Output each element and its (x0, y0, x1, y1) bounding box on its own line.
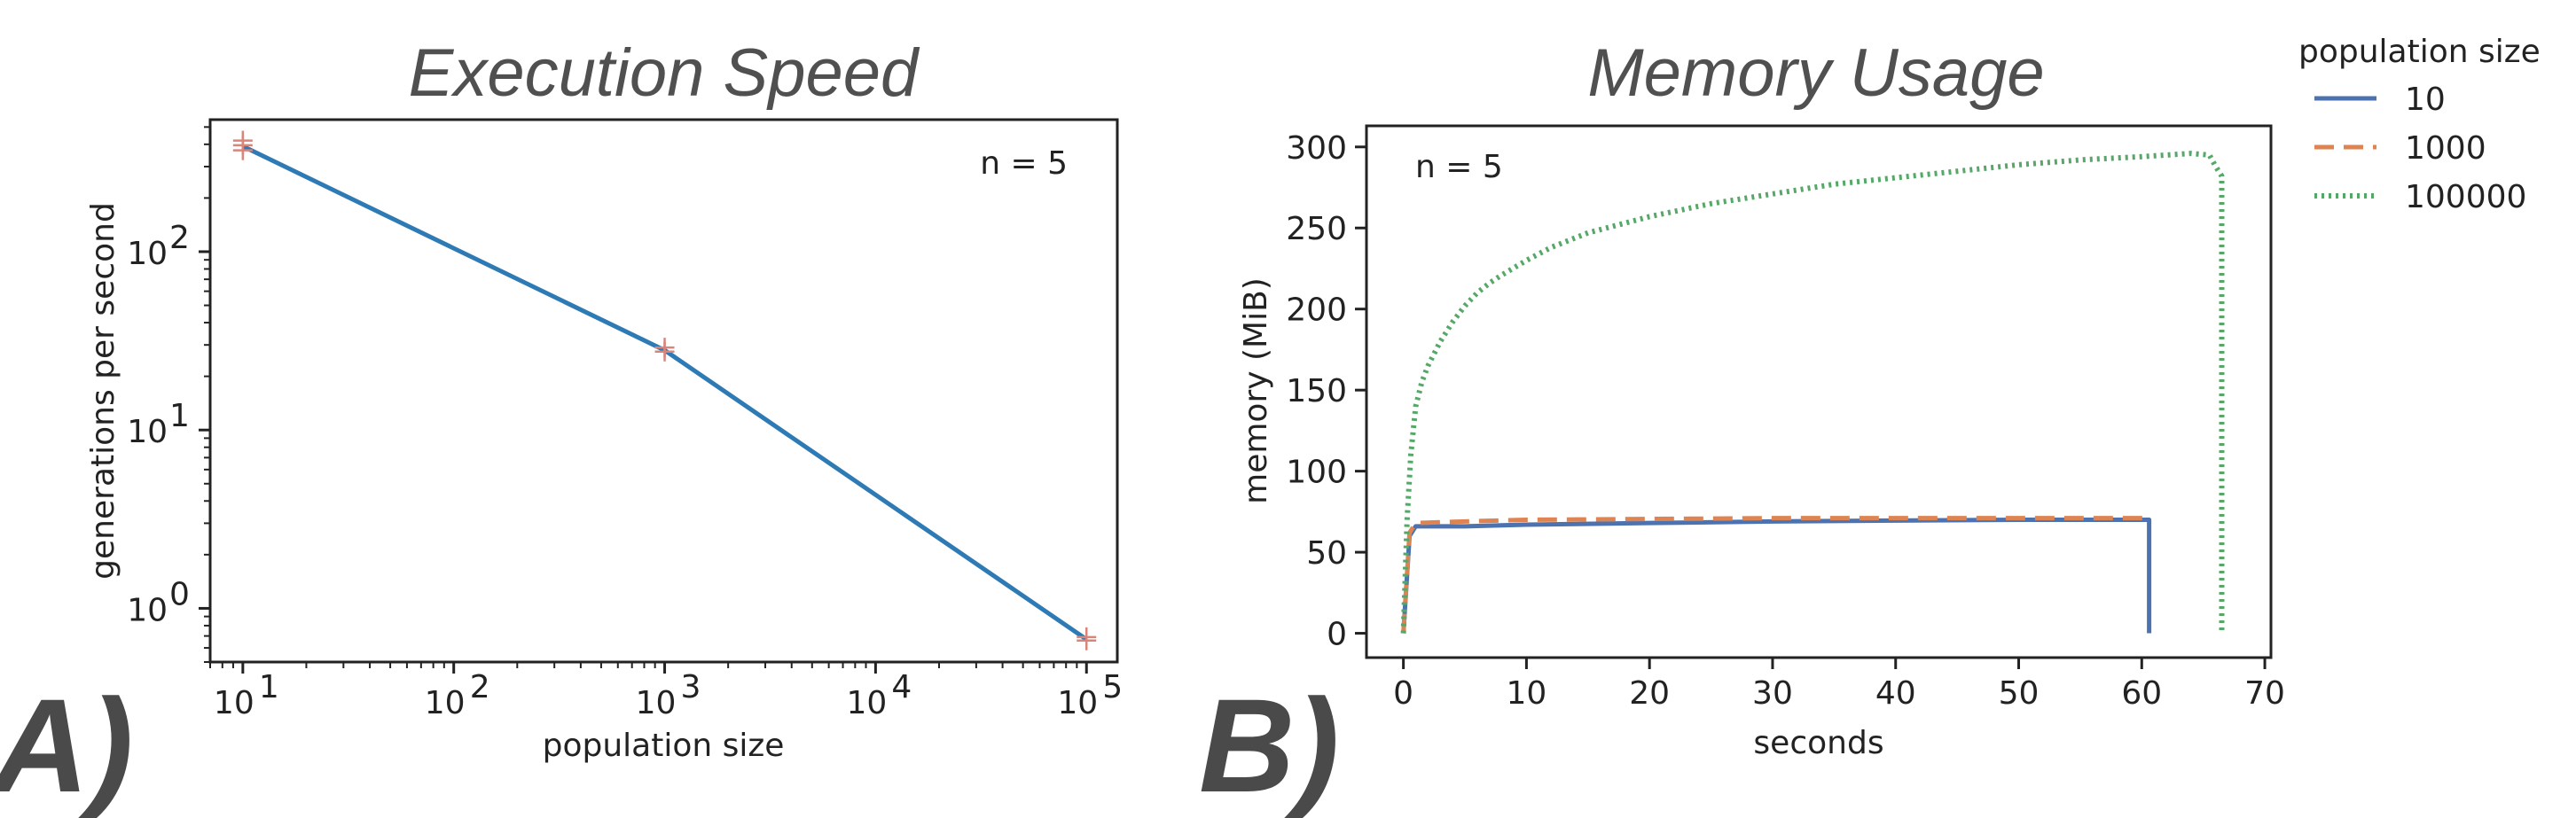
chart-a-series (241, 144, 1088, 642)
y-tick-label: 10 (127, 592, 168, 628)
x-tick-exponent: 3 (681, 669, 701, 705)
legend-label-1000: 1000 (2405, 130, 2486, 167)
x-tick-label: 20 (1629, 675, 1670, 712)
y-tick-label: 100 (1286, 455, 1347, 491)
chart-b-title: Memory Usage (1587, 35, 2044, 111)
x-tick-label: 0 (1393, 675, 1413, 712)
x-tick-label: 10 (846, 685, 887, 721)
chart-a-frame (208, 118, 1119, 664)
x-tick-exponent: 5 (1102, 669, 1123, 705)
x-tick-exponent: 1 (259, 669, 279, 705)
chart-a-title: Execution Speed (409, 35, 920, 111)
x-tick-label: 10 (1507, 675, 1547, 712)
legend-label-100000: 100000 (2405, 179, 2526, 215)
panel-letter-a: A) (0, 671, 133, 818)
y-tick-label: 50 (1306, 535, 1347, 572)
chart-a-ticks: 10 1 10 2 10 3 10 4 10 510 010 110 2 (127, 126, 1123, 721)
chart-b-annotation: n = 5 (1415, 149, 1503, 185)
x-tick-label: 70 (2244, 675, 2285, 712)
series-line (241, 144, 1088, 642)
x-tick-label: 30 (1752, 675, 1793, 712)
legend-title: population size (2298, 34, 2541, 70)
y-tick-label: 0 (1327, 617, 1347, 653)
series-line-10 (1401, 518, 2152, 634)
chart-b-frame (1365, 124, 2273, 659)
x-tick-label: 10 (636, 685, 677, 721)
chart-a-markers (232, 130, 1097, 651)
x-tick-label: 10 (214, 685, 254, 721)
y-tick-label: 150 (1286, 373, 1347, 409)
x-tick-exponent: 4 (891, 669, 912, 705)
y-tick-label: 10 (127, 236, 168, 272)
legend-label-10: 10 (2405, 82, 2446, 118)
replicate-marker (1077, 630, 1097, 651)
y-tick-label: 200 (1286, 292, 1347, 329)
chart-a: Execution Speed 10 1 10 2 10 3 10 4 10 510 010 110 2… (0, 35, 1123, 818)
series-line-1000 (1401, 516, 2146, 634)
y-tick-label: 10 (127, 414, 168, 450)
replicate-marker (654, 341, 675, 362)
series-line-100000 (1400, 151, 2225, 634)
panel-letter-b: B) (1199, 671, 1339, 818)
chart-b-series (1400, 151, 2225, 634)
x-tick-label: 40 (1875, 675, 1916, 712)
x-tick-exponent: 2 (470, 669, 490, 705)
chart-b-ticks: 0 10 20 30 40 50 60 70 0 50 100 150 200 250 300 (1286, 130, 2285, 712)
y-tick-exponent: 0 (169, 576, 190, 612)
replicate-marker (232, 140, 253, 160)
x-tick-label: 10 (425, 685, 466, 721)
x-tick-label: 60 (2121, 675, 2162, 712)
x-tick-label: 10 (1057, 685, 1098, 721)
chart-a-xlabel: population size (543, 728, 785, 764)
chart-a-annotation: n = 5 (980, 145, 1068, 182)
y-tick-label: 250 (1286, 211, 1347, 247)
chart-b-ylabel: memory (MiB) (1238, 277, 1274, 504)
chart-b-xlabel: seconds (1753, 725, 1883, 761)
y-tick-label: 300 (1286, 130, 1347, 167)
y-tick-exponent: 2 (169, 220, 190, 256)
x-tick-label: 50 (1999, 675, 2040, 712)
chart-b-legend: population size 10 1000 100000 (2298, 34, 2541, 215)
y-tick-exponent: 1 (169, 398, 190, 434)
chart-a-ylabel: generations per second (85, 202, 121, 580)
chart-b: Memory Usage 0 10 20 30 40 50 60 70 0 50 100 150 200… (1199, 34, 2541, 818)
